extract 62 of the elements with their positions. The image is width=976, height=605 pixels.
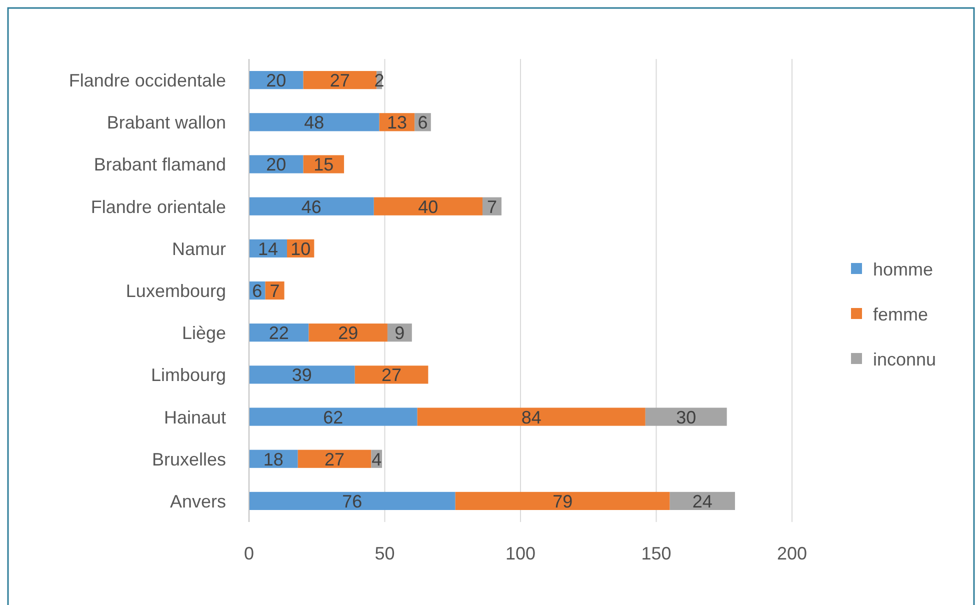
x-tick-label: 200 [776, 543, 808, 564]
data-label: 39 [292, 365, 312, 386]
bar [303, 70, 377, 90]
legend-label: inconnu [873, 349, 936, 370]
y-tick-label: Anvers [170, 491, 226, 512]
data-label: 27 [324, 449, 345, 470]
data-label: 40 [418, 196, 438, 217]
y-tick-label: Brabant flamand [94, 154, 226, 175]
y-tick-label: Luxembourg [126, 280, 226, 301]
data-label: 20 [266, 154, 286, 175]
y-tick-label: Liège [182, 323, 226, 344]
data-label: 7 [486, 196, 497, 217]
data-label: 29 [338, 323, 358, 344]
bar [298, 450, 372, 468]
data-label: 6 [252, 280, 262, 301]
data-label: 79 [552, 491, 573, 512]
data-label: 48 [304, 112, 324, 133]
bar [249, 155, 304, 174]
x-tick-label: 0 [244, 543, 254, 564]
data-label: 84 [521, 407, 542, 428]
y-tick-label: Namur [172, 238, 226, 259]
data-label: 27 [330, 70, 350, 91]
x-tick-label: 50 [374, 543, 395, 564]
x-tick-label: 100 [505, 543, 536, 564]
y-tick-label: Brabant wallon [106, 112, 226, 133]
bar [645, 408, 727, 426]
bar [249, 366, 355, 384]
data-label: 27 [382, 365, 402, 386]
data-label: 6 [418, 112, 428, 133]
bar [249, 408, 418, 426]
bar [249, 113, 380, 132]
y-tick-label: Limbourg [150, 365, 226, 386]
y-tick-label: Hainaut [164, 407, 226, 428]
data-label: 14 [258, 238, 278, 259]
data-label: 22 [268, 323, 289, 344]
y-tick-label: Flandre orientale [90, 196, 226, 217]
bar [670, 492, 735, 510]
data-label: 9 [394, 323, 405, 344]
y-tick-label: Flandre occidentale [68, 70, 226, 91]
data-label: 76 [342, 491, 362, 512]
data-label: 13 [386, 112, 407, 133]
bar [249, 197, 374, 216]
bar [374, 197, 482, 216]
legend-label: homme [873, 259, 934, 280]
x-tick-label: 150 [641, 543, 672, 564]
data-label: 7 [270, 280, 280, 301]
data-label: 10 [290, 238, 311, 259]
data-label: 46 [301, 196, 322, 217]
data-label: 62 [323, 407, 344, 428]
data-label: 20 [266, 70, 286, 91]
data-label: 30 [676, 407, 696, 428]
data-label: 15 [314, 154, 334, 175]
data-label: 24 [692, 491, 712, 512]
y-tick-label: Bruxelles [152, 449, 226, 470]
bar [308, 324, 388, 342]
data-label: 4 [372, 449, 382, 470]
bar [249, 492, 456, 510]
bar [354, 366, 428, 384]
bar [417, 408, 646, 426]
data-label: 18 [263, 449, 284, 470]
bar [455, 492, 670, 510]
legend-label: femme [873, 304, 928, 324]
